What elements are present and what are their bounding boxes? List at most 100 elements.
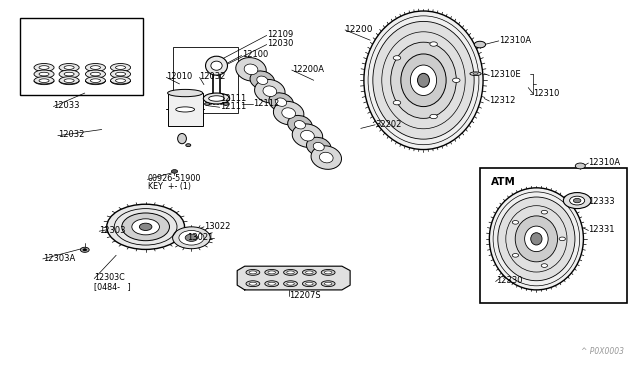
Circle shape bbox=[140, 223, 152, 231]
Ellipse shape bbox=[204, 93, 230, 104]
Ellipse shape bbox=[85, 77, 106, 85]
Ellipse shape bbox=[498, 197, 575, 281]
Ellipse shape bbox=[390, 42, 456, 118]
Ellipse shape bbox=[269, 93, 293, 112]
Bar bbox=[168, 93, 203, 126]
Text: 12100: 12100 bbox=[242, 50, 268, 59]
Text: 12111: 12111 bbox=[220, 102, 246, 111]
Text: 12310A: 12310A bbox=[588, 158, 621, 167]
Text: 12200A: 12200A bbox=[292, 65, 324, 74]
Text: [0484-   ]: [0484- ] bbox=[94, 282, 131, 291]
Circle shape bbox=[185, 234, 198, 241]
Ellipse shape bbox=[39, 66, 49, 69]
Ellipse shape bbox=[205, 56, 227, 75]
Ellipse shape bbox=[90, 72, 100, 76]
Ellipse shape bbox=[301, 131, 314, 141]
Ellipse shape bbox=[319, 152, 333, 163]
Ellipse shape bbox=[417, 73, 429, 87]
Ellipse shape bbox=[176, 107, 195, 112]
Text: ATM: ATM bbox=[491, 177, 515, 186]
Ellipse shape bbox=[255, 80, 285, 103]
Text: 12303A: 12303A bbox=[43, 254, 75, 263]
Ellipse shape bbox=[209, 96, 225, 101]
Text: 13021: 13021 bbox=[187, 233, 213, 242]
Circle shape bbox=[512, 254, 518, 257]
Circle shape bbox=[563, 193, 591, 209]
Bar bbox=[173, 48, 239, 113]
Ellipse shape bbox=[531, 233, 542, 245]
Text: 12200: 12200 bbox=[345, 25, 374, 34]
Ellipse shape bbox=[59, 77, 79, 85]
Ellipse shape bbox=[90, 79, 100, 83]
Circle shape bbox=[81, 247, 89, 252]
Ellipse shape bbox=[265, 269, 278, 275]
Circle shape bbox=[205, 103, 210, 105]
Text: 00926-51900: 00926-51900 bbox=[148, 174, 201, 183]
Ellipse shape bbox=[64, 66, 74, 69]
Ellipse shape bbox=[211, 61, 222, 70]
Ellipse shape bbox=[268, 271, 275, 274]
Ellipse shape bbox=[282, 108, 296, 118]
Ellipse shape bbox=[168, 89, 203, 97]
Ellipse shape bbox=[85, 70, 106, 78]
Ellipse shape bbox=[244, 64, 258, 75]
Circle shape bbox=[559, 237, 565, 241]
Ellipse shape bbox=[249, 282, 257, 285]
Ellipse shape bbox=[324, 271, 332, 274]
Text: 12333: 12333 bbox=[588, 197, 615, 206]
Ellipse shape bbox=[401, 54, 446, 107]
Circle shape bbox=[122, 213, 170, 241]
Ellipse shape bbox=[490, 188, 584, 290]
Text: 12033: 12033 bbox=[54, 101, 80, 110]
Ellipse shape bbox=[311, 146, 342, 169]
Ellipse shape bbox=[34, 70, 54, 78]
Ellipse shape bbox=[116, 66, 125, 69]
Ellipse shape bbox=[410, 65, 436, 96]
Text: 12111: 12111 bbox=[220, 94, 246, 103]
Text: 12310E: 12310E bbox=[490, 70, 521, 79]
Ellipse shape bbox=[59, 64, 79, 71]
Circle shape bbox=[173, 227, 210, 249]
Ellipse shape bbox=[116, 79, 125, 83]
Ellipse shape bbox=[34, 77, 54, 85]
Text: 13022: 13022 bbox=[204, 222, 230, 231]
Ellipse shape bbox=[287, 271, 294, 274]
Ellipse shape bbox=[178, 134, 186, 144]
Ellipse shape bbox=[64, 79, 74, 83]
Ellipse shape bbox=[313, 142, 324, 151]
Ellipse shape bbox=[364, 11, 483, 150]
Polygon shape bbox=[237, 266, 350, 290]
Ellipse shape bbox=[276, 98, 287, 106]
Circle shape bbox=[512, 221, 518, 224]
Ellipse shape bbox=[249, 271, 257, 274]
Ellipse shape bbox=[470, 72, 481, 76]
Ellipse shape bbox=[250, 71, 275, 90]
Text: 12330: 12330 bbox=[495, 276, 522, 285]
Ellipse shape bbox=[287, 115, 312, 134]
Text: 32202: 32202 bbox=[375, 119, 401, 128]
Circle shape bbox=[541, 210, 547, 214]
Text: 12109: 12109 bbox=[267, 30, 293, 39]
Text: 12112: 12112 bbox=[253, 99, 279, 108]
Ellipse shape bbox=[303, 269, 316, 275]
Ellipse shape bbox=[111, 70, 131, 78]
Ellipse shape bbox=[263, 86, 276, 96]
Circle shape bbox=[575, 163, 586, 169]
Circle shape bbox=[430, 114, 437, 119]
Ellipse shape bbox=[321, 269, 335, 275]
Circle shape bbox=[474, 41, 486, 48]
Ellipse shape bbox=[473, 73, 478, 74]
Ellipse shape bbox=[39, 72, 49, 76]
Ellipse shape bbox=[246, 269, 260, 275]
Ellipse shape bbox=[324, 282, 332, 285]
Ellipse shape bbox=[90, 66, 100, 69]
Text: KEY  +- (1): KEY +- (1) bbox=[148, 182, 191, 191]
Circle shape bbox=[186, 144, 191, 147]
Text: 12303C: 12303C bbox=[94, 273, 125, 282]
Ellipse shape bbox=[294, 121, 305, 129]
Circle shape bbox=[223, 103, 228, 105]
Text: 12312: 12312 bbox=[490, 96, 516, 105]
Circle shape bbox=[430, 42, 437, 46]
Circle shape bbox=[83, 249, 86, 251]
Ellipse shape bbox=[59, 70, 79, 78]
